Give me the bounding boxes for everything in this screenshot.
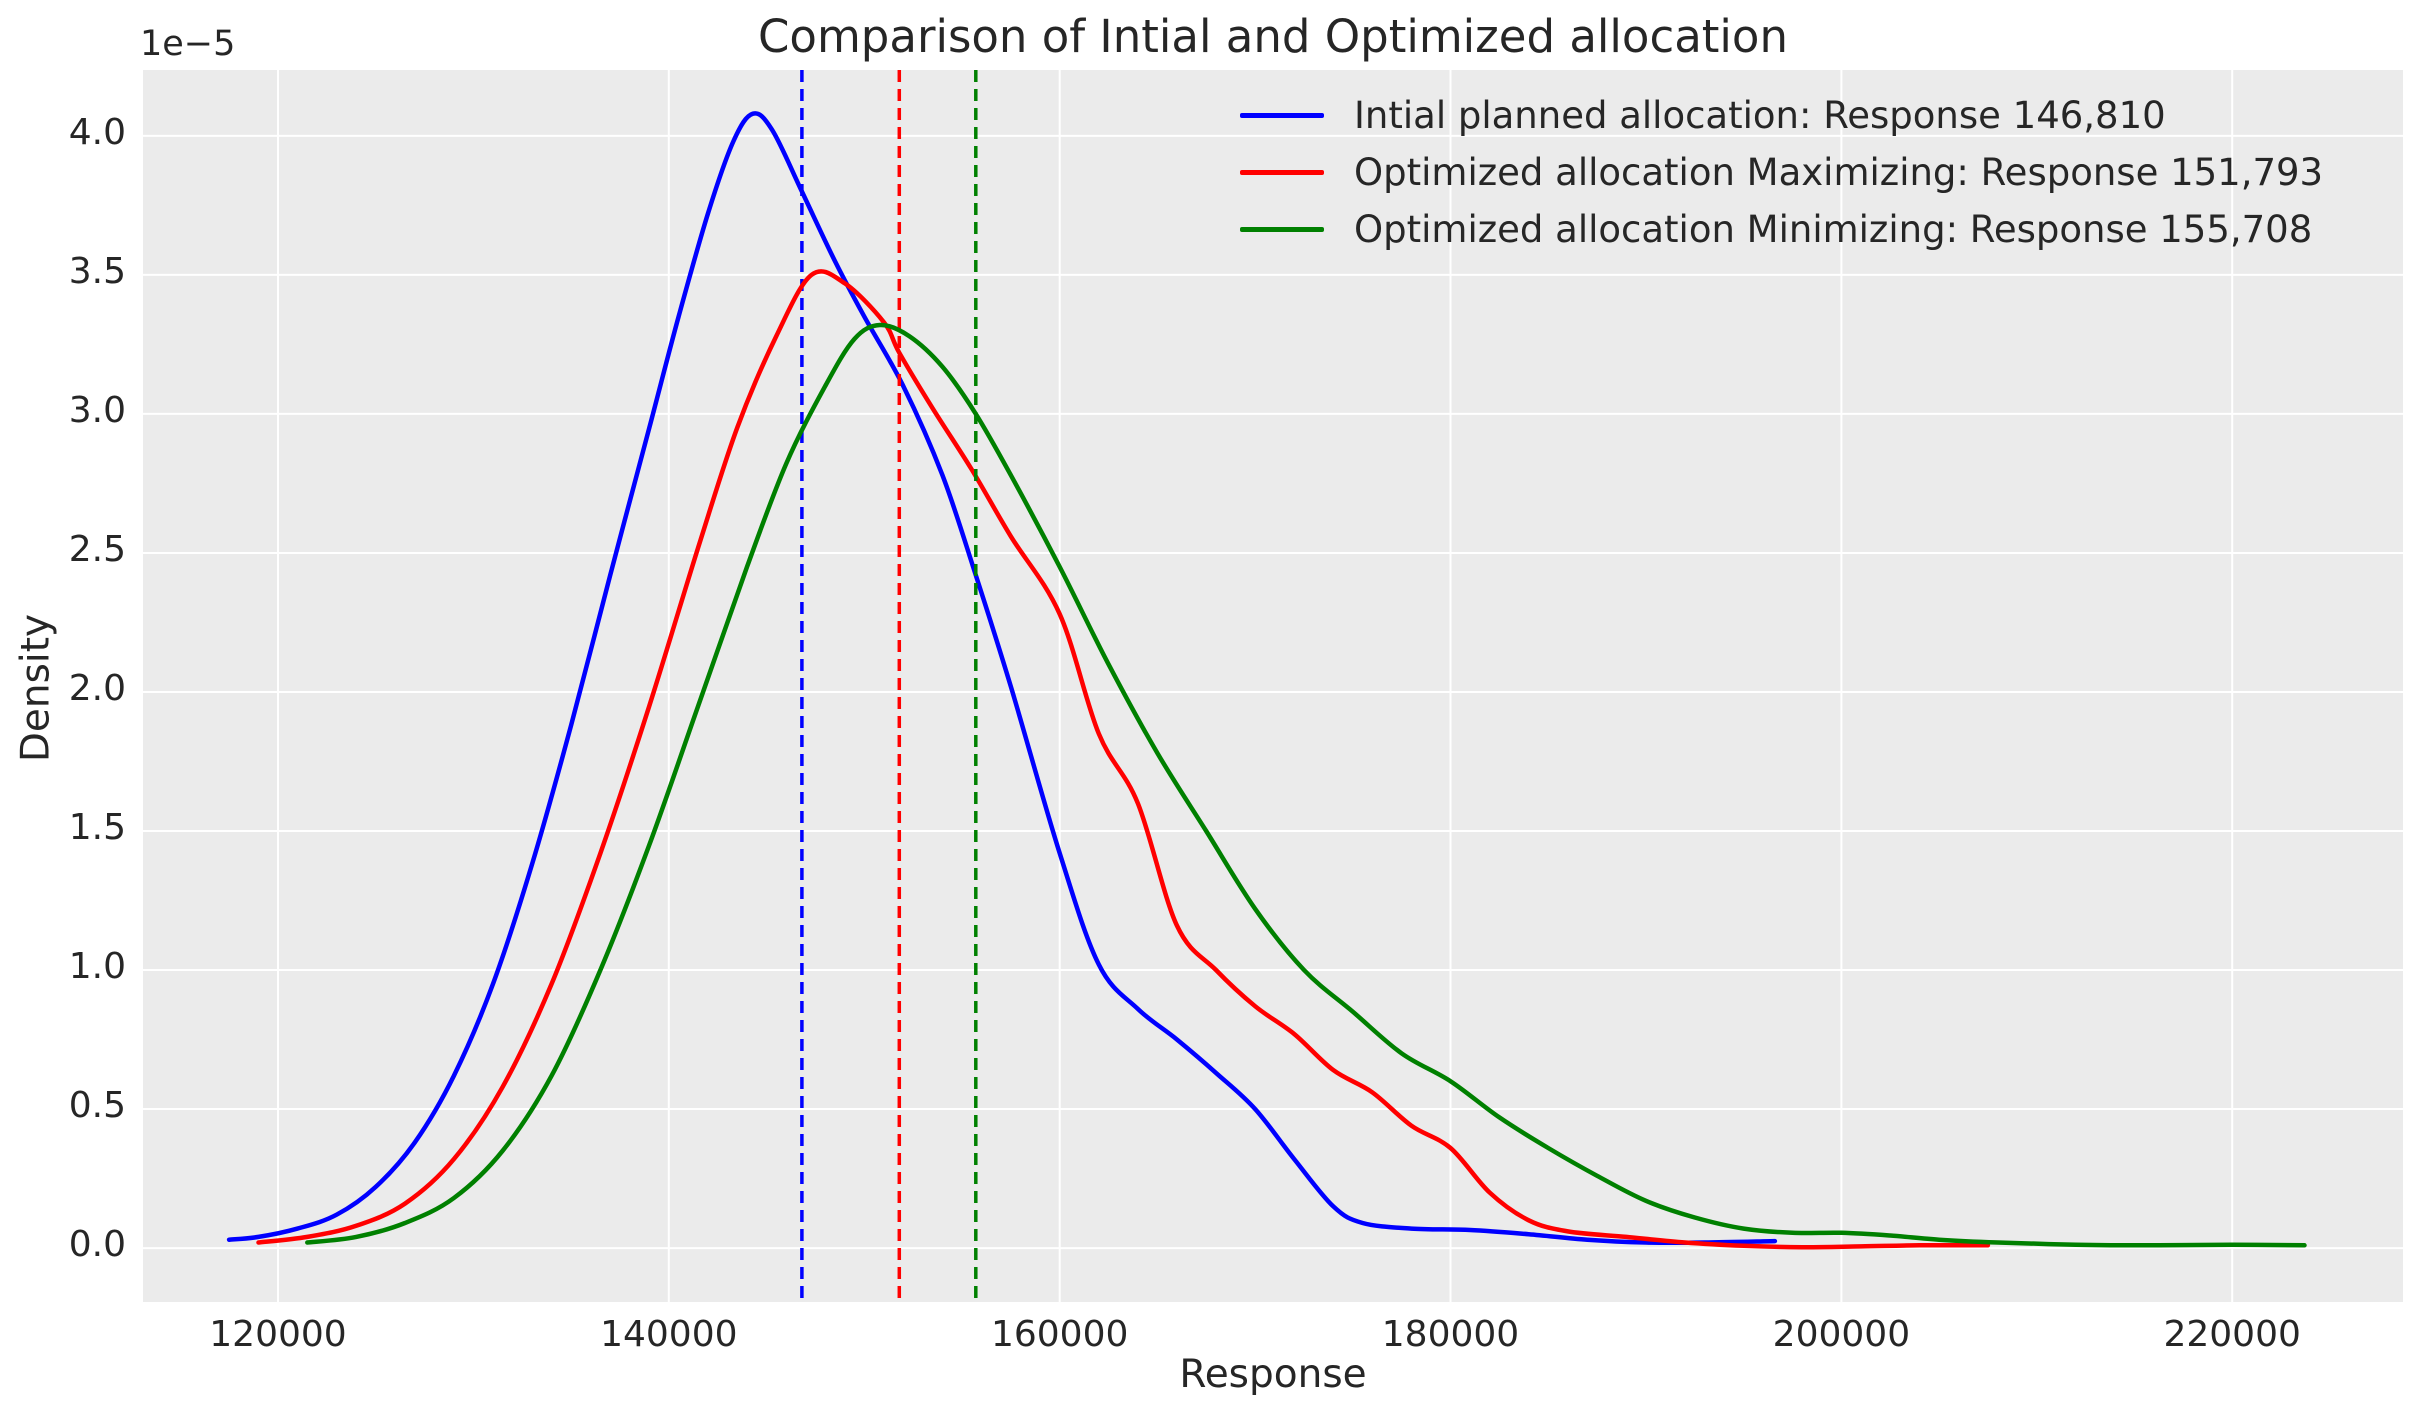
y-tick-label: 2.0 [68, 668, 126, 709]
legend-item-optimized-max: Optimized allocation Maximizing: Respons… [1240, 151, 2323, 194]
legend-item-optimized-min: Optimized allocation Minimizing: Respons… [1240, 208, 2323, 251]
legend-label-optimized-min: Optimized allocation Minimizing: Respons… [1354, 208, 2313, 251]
kde-curve-optimized-min [305, 322, 2307, 1248]
legend-line-sample-optimized-max [1240, 170, 1324, 175]
x-tick-label: 220000 [2163, 1314, 2301, 1355]
y-tick-label: 3.5 [68, 250, 126, 292]
y-tick-label: 2.5 [68, 529, 126, 570]
legend-label-initial: Intial planned allocation: Response 146,… [1354, 94, 2166, 137]
x-tick-label: 180000 [1381, 1314, 1520, 1355]
x-axis-label: Response [1179, 1352, 1367, 1397]
x-tick-label: 140000 [600, 1314, 738, 1355]
legend-line-sample-initial [1240, 113, 1324, 118]
legend-line-sample-optimized-min [1240, 227, 1324, 232]
y-tick-label: 0.0 [68, 1224, 126, 1266]
y-tick-label: 4.0 [68, 111, 126, 153]
y-tick-label: 0.5 [68, 1085, 126, 1126]
kde-curve-initial [226, 111, 1778, 1246]
legend: Intial planned allocation: Response 146,… [1240, 94, 2323, 251]
x-tick-label: 160000 [990, 1314, 1129, 1355]
y-tick-label: 1.0 [68, 946, 126, 987]
legend-item-initial: Intial planned allocation: Response 146,… [1240, 94, 2323, 137]
x-tick-label: 200000 [1772, 1314, 1911, 1355]
kde-curve-optimized-max [256, 269, 1991, 1250]
legend-label-optimized-max: Optimized allocation Maximizing: Respons… [1354, 151, 2324, 194]
y-tick-label: 1.5 [68, 807, 126, 848]
y-axis-offset-label: 1e−5 [140, 24, 236, 64]
y-tick-label: 3.0 [68, 389, 126, 431]
chart-title: Comparison of Intial and Optimized alloc… [758, 10, 1788, 63]
x-tick-label: 120000 [209, 1314, 347, 1355]
